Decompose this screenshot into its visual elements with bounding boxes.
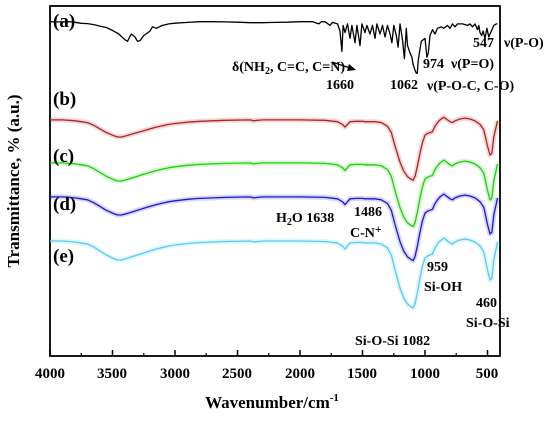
- annotation-v-p-o: ν(P-O): [503, 36, 544, 51]
- series-layer: [49, 20, 500, 311]
- plot-frame: [49, 5, 501, 357]
- x-tick-label-1500: 1500: [347, 366, 377, 382]
- series-line-d: [50, 193, 499, 262]
- annotation-v-p-o-c: ν(P-O-C, C-O): [426, 79, 514, 94]
- x-tick-label-1000: 1000: [410, 366, 440, 382]
- annotation-si-o-si-1082: Si-O-Si 1082: [355, 334, 430, 349]
- series-line-e: [50, 237, 499, 309]
- annotation-460: 460: [476, 296, 497, 311]
- series-line-b: [50, 116, 499, 181]
- x-ticks: [49, 350, 489, 356]
- annotation-arrowhead: [347, 64, 356, 71]
- x-tick-label-4000: 4000: [35, 366, 65, 382]
- panel-label-c: (c): [53, 146, 74, 167]
- annotation-delta-nh2: δ(NH2, C=C, C=N): [232, 60, 345, 77]
- panel-label-a: (a): [53, 11, 75, 32]
- annotation-v-p-o-double: ν(P=O): [450, 57, 494, 72]
- annotation-959: 959: [427, 260, 448, 275]
- annotation-h2o-1638: H2O 1638: [276, 211, 334, 228]
- x-tick-label-2000: 2000: [285, 366, 315, 382]
- x-axis-title: Wavenumber/cm-1: [205, 392, 339, 412]
- series-halo-b: [50, 114, 500, 183]
- series-line-a: [49, 20, 498, 74]
- annotation-si-oh: Si-OH: [424, 280, 462, 295]
- series-halo-d: [50, 191, 500, 264]
- annotations: δ(NH2, C=C, C=N) 1660 1062 974 ν(P=O) 54…: [232, 36, 544, 349]
- panel-label-e: (e): [53, 246, 74, 267]
- annotation-1486: 1486: [354, 205, 382, 220]
- annotation-si-o-si-right: Si-O-Si: [466, 316, 510, 331]
- annotation-974: 974: [423, 57, 444, 72]
- x-tick-labels: 4000 3500 3000 2500 2000 1500 1000 500: [35, 366, 498, 382]
- x-tick-label-3000: 3000: [160, 366, 190, 382]
- annotation-c-n: C-N+: [350, 222, 382, 241]
- x-tick-label-3500: 3500: [97, 366, 127, 382]
- series-line-c: [50, 159, 499, 228]
- annotation-547: 547: [473, 36, 494, 51]
- panel-label-b: (b): [53, 89, 76, 110]
- annotation-1062: 1062: [390, 78, 418, 93]
- x-tick-label-500: 500: [476, 366, 499, 382]
- y-axis-title: Transmittance, % (a.u.): [4, 95, 23, 268]
- annotation-1660: 1660: [326, 78, 354, 93]
- panel-label-d: (d): [53, 194, 76, 215]
- x-tick-label-2500: 2500: [222, 366, 252, 382]
